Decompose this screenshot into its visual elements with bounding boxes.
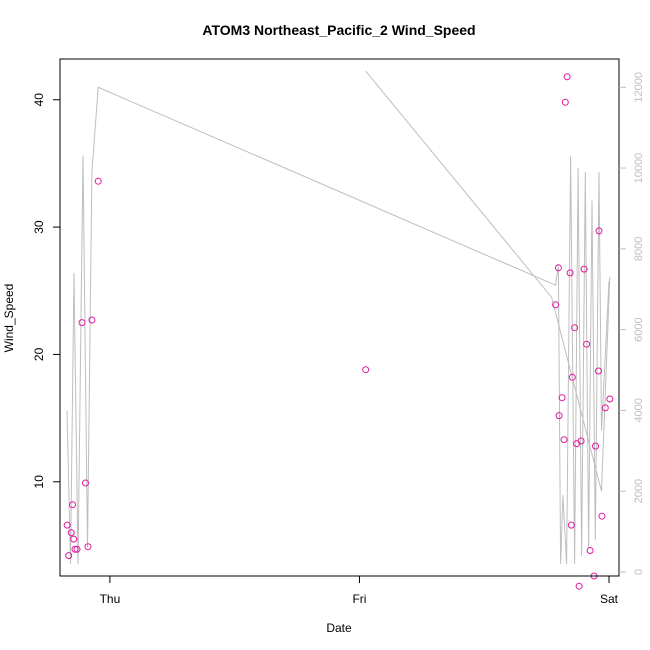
y2-tick-label: 10000 — [633, 153, 645, 184]
y-tick-label: 10 — [32, 475, 46, 489]
data-point — [555, 412, 563, 420]
series-line-1 — [66, 86, 610, 564]
y-tick-label: 40 — [32, 93, 46, 107]
data-point — [571, 324, 579, 332]
data-point — [554, 264, 562, 272]
data-point — [70, 535, 78, 543]
chart-title: ATOM3 Northeast_Pacific_2 Wind_Speed — [202, 22, 475, 38]
data-point — [67, 529, 75, 537]
series-line-2 — [365, 70, 611, 492]
points-layer — [63, 73, 614, 590]
x-axis-label: Date — [326, 621, 352, 635]
data-point — [84, 543, 92, 551]
y-axis-right: 0 2000 4000 6000 8000 10000 12000 — [619, 72, 645, 575]
data-point — [362, 366, 370, 374]
data-point — [563, 73, 571, 81]
data-point — [561, 98, 569, 106]
data-point — [573, 440, 581, 448]
y-tick-label: 30 — [32, 220, 46, 234]
data-point — [71, 545, 79, 553]
data-point — [63, 521, 71, 529]
data-point — [580, 265, 588, 273]
lines-layer — [66, 70, 611, 564]
data-point — [560, 436, 568, 444]
data-point — [598, 512, 606, 520]
x-tick-label: Fri — [352, 592, 366, 606]
y2-tick-label: 12000 — [633, 72, 645, 103]
y-axis-label: Wind_Speed — [2, 284, 16, 353]
data-point — [88, 316, 96, 324]
y2-tick-label: 2000 — [633, 479, 645, 503]
x-axis: Thu Fri Sat — [100, 576, 619, 606]
data-point — [606, 395, 614, 403]
data-point — [595, 367, 602, 375]
y2-tick-label: 6000 — [633, 317, 645, 341]
y-tick-label: 20 — [32, 347, 46, 361]
data-point — [577, 437, 585, 445]
plot-frame — [59, 58, 620, 577]
data-point — [595, 227, 603, 235]
data-point — [592, 442, 599, 450]
y2-tick-label: 0 — [633, 569, 645, 575]
data-point — [583, 340, 591, 348]
x-tick-label: Thu — [100, 592, 121, 606]
x-tick-label: Sat — [600, 592, 619, 606]
data-point — [78, 319, 86, 327]
data-point — [567, 521, 575, 529]
data-point — [566, 269, 574, 277]
data-point — [65, 552, 73, 560]
data-point — [82, 479, 89, 487]
data-point — [601, 404, 609, 412]
data-point — [94, 177, 102, 185]
y2-tick-label: 8000 — [633, 237, 645, 261]
y2-tick-label: 4000 — [633, 398, 645, 422]
y-axis-left: 10 20 30 40 — [32, 93, 60, 489]
data-point — [552, 301, 560, 309]
data-point — [575, 582, 583, 590]
data-point — [73, 545, 81, 553]
data-point — [586, 547, 594, 554]
data-point — [558, 394, 566, 402]
data-point — [69, 501, 76, 509]
data-point — [568, 373, 576, 381]
